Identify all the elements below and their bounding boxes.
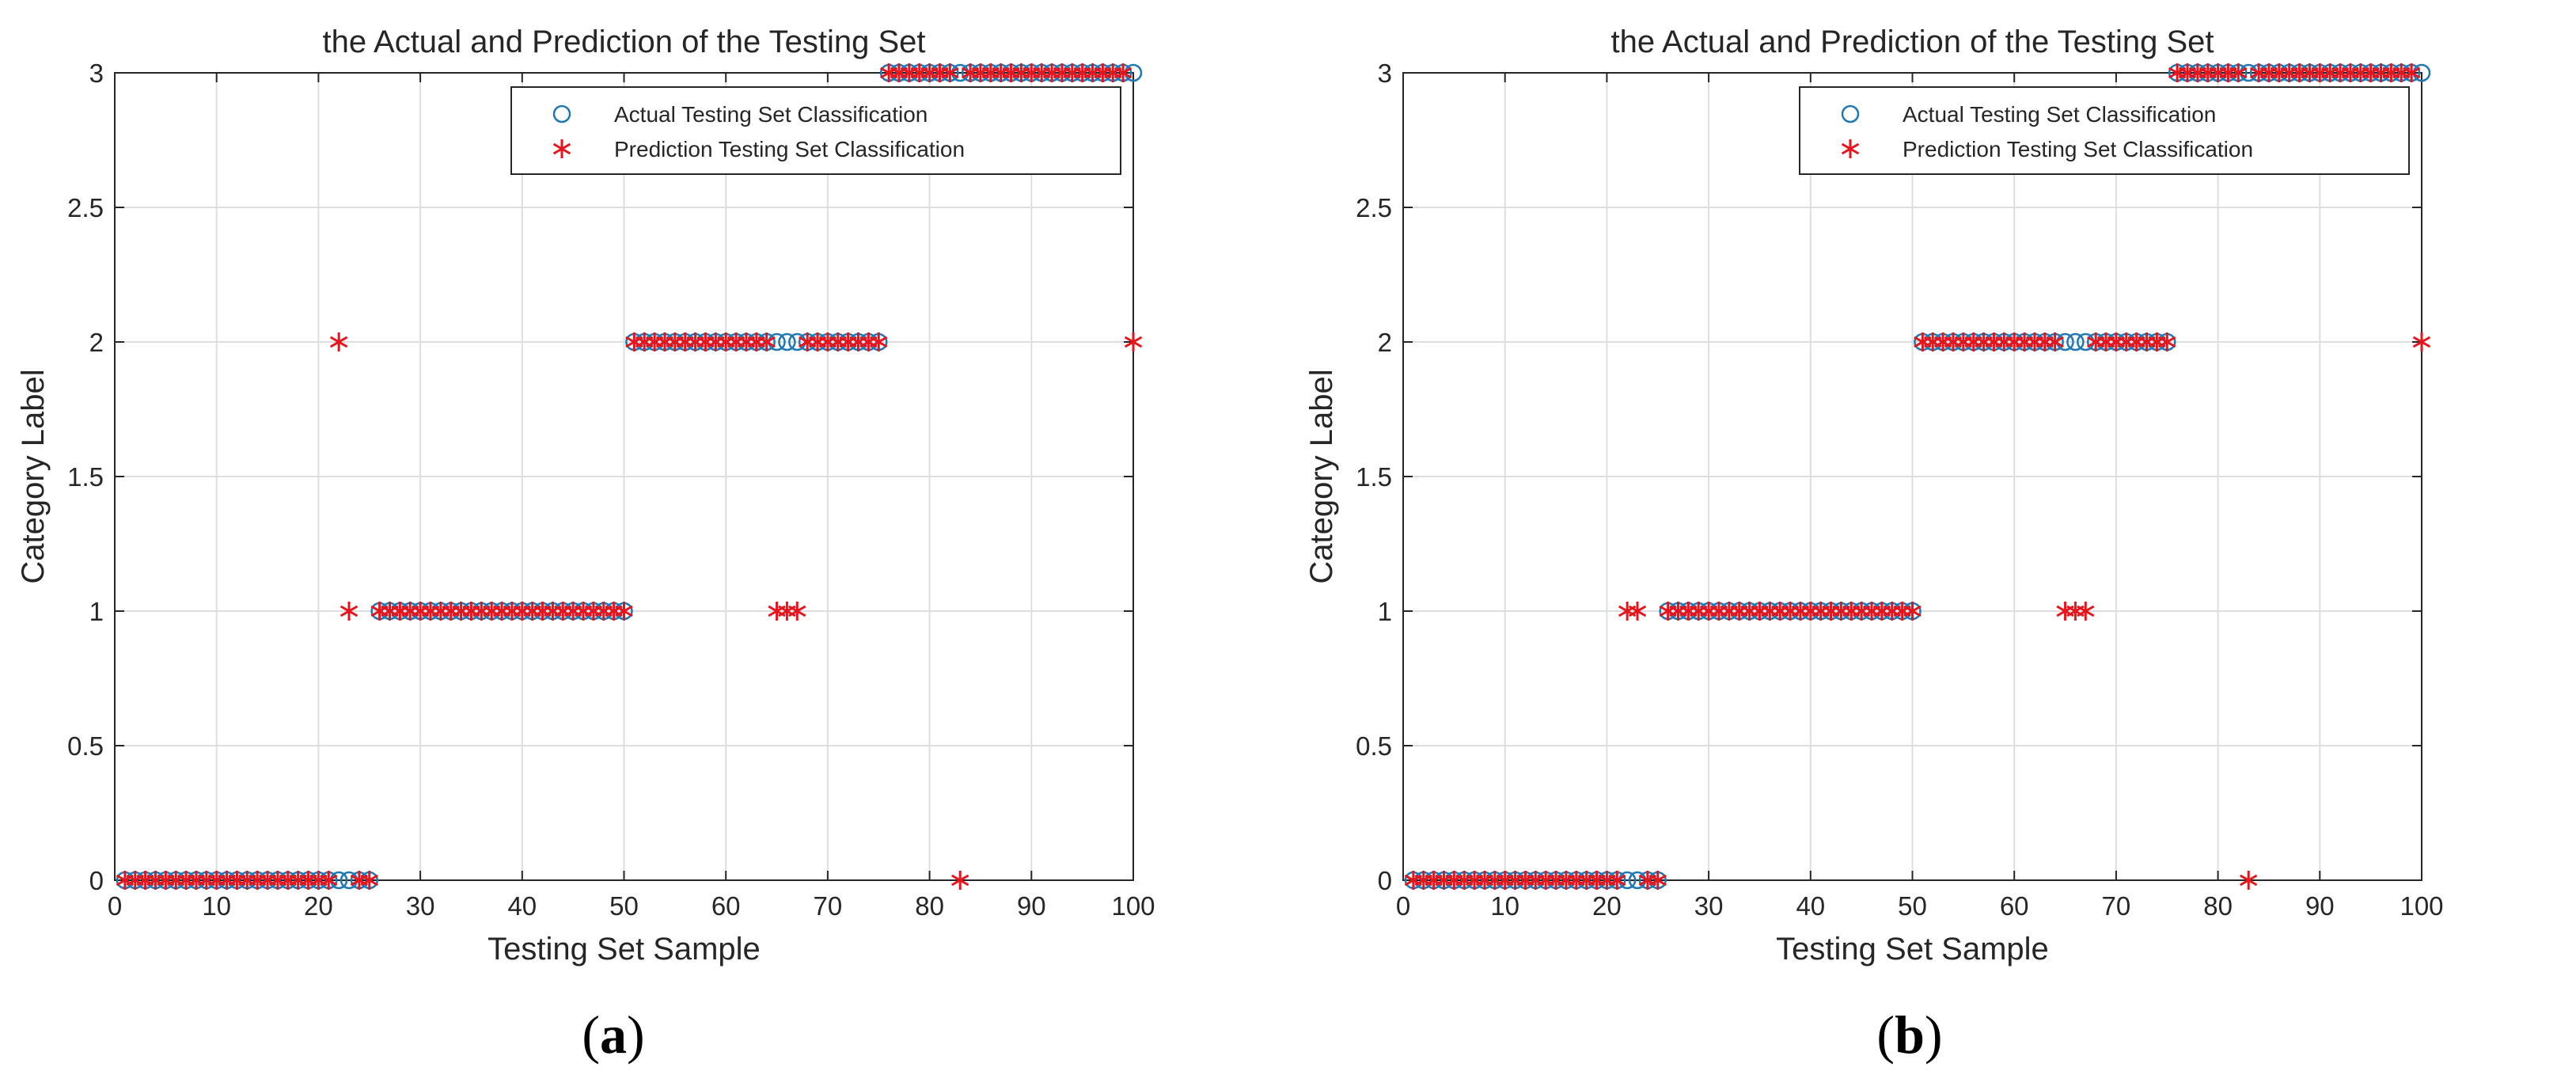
- prediction-point: [1903, 602, 1922, 621]
- x-tick-label: 100: [1111, 891, 1155, 921]
- prediction-point: [870, 332, 888, 351]
- prediction-point: [2412, 332, 2431, 351]
- y-tick-label: 0.5: [67, 731, 104, 761]
- prediction-point: [1648, 871, 1667, 890]
- panel-b-caption-letter: b: [1895, 1005, 1925, 1065]
- prediction-point: [615, 602, 633, 621]
- y-tick-label: 2.5: [1356, 193, 1392, 222]
- y-tick-label: 2: [1378, 328, 1392, 357]
- x-tick-label: 80: [2203, 891, 2233, 921]
- panel-b-caption: (b): [1876, 1005, 1943, 1065]
- prediction-point: [951, 871, 969, 890]
- x-tick-label: 10: [202, 891, 231, 921]
- chart-title: the Actual and Prediction of the Testing…: [323, 25, 926, 59]
- y-tick-label: 1: [1378, 597, 1392, 626]
- prediction-point: [320, 871, 338, 890]
- y-tick-label: 1: [89, 597, 104, 626]
- prediction-point: [2402, 63, 2421, 82]
- actual-point: [778, 332, 796, 351]
- y-tick-label: 0: [1378, 866, 1392, 895]
- prediction-point: [1841, 139, 1860, 158]
- x-tick-label: 50: [1898, 891, 1927, 921]
- x-axis-label: Testing Set Sample: [488, 932, 761, 967]
- y-tick-label: 0: [89, 866, 104, 895]
- prediction-point: [788, 602, 806, 621]
- prediction-point: [2240, 871, 2258, 890]
- x-tick-label: 60: [2000, 891, 2029, 921]
- x-tick-label: 70: [2102, 891, 2131, 921]
- x-tick-label: 0: [108, 891, 122, 921]
- y-tick-label: 0.5: [1356, 731, 1392, 761]
- legend-prediction-label: Prediction Testing Set Classification: [1903, 137, 2253, 161]
- y-axis-label: Category Label: [1304, 369, 1339, 583]
- legend-prediction-marker: [1841, 139, 1860, 158]
- prediction-point: [1628, 602, 1647, 621]
- actual-point: [2066, 332, 2085, 351]
- y-tick-label: 2: [89, 328, 104, 357]
- legend-actual-marker: [1841, 104, 1860, 123]
- x-tick-label: 20: [304, 891, 333, 921]
- prediction-point: [360, 871, 378, 890]
- chart-a: 0 10 20 30 40 50 60 70 80 90 100 0 0.5 1 1.5 2 2.5 3 the A…: [16, 25, 1155, 967]
- prediction-point: [329, 332, 348, 351]
- panel-a-caption: (a): [582, 1005, 645, 1065]
- prediction-point: [2077, 602, 2095, 621]
- chart-b: 0 10 20 30 40 50 60 70 80 90 100 0 0.5 1 1.5 2 2.5 3 the A…: [1304, 25, 2444, 967]
- x-tick-label: 30: [406, 891, 435, 921]
- panel-a-caption-letter: a: [600, 1005, 627, 1065]
- prediction-point: [2229, 63, 2248, 82]
- legend-prediction-label: Prediction Testing Set Classification: [614, 137, 965, 161]
- prediction-point: [552, 139, 571, 158]
- chart-title: the Actual and Prediction of the Testing…: [1611, 25, 2214, 59]
- x-axis-label: Testing Set Sample: [1776, 932, 2049, 967]
- legend-actual-label: Actual Testing Set Classification: [614, 102, 928, 127]
- x-tick-label: 20: [1592, 891, 1622, 921]
- prediction-point: [1113, 63, 1132, 82]
- x-tick-label: 100: [2400, 891, 2443, 921]
- x-tick-label: 90: [1017, 891, 1046, 921]
- prediction-point: [757, 332, 776, 351]
- legend: Actual Testing Set Classification Predict…: [1799, 86, 2410, 175]
- y-tick-label: 3: [89, 59, 104, 88]
- x-tick-label: 40: [1796, 891, 1825, 921]
- prediction-point: [2046, 332, 2064, 351]
- prediction-point: [340, 602, 359, 621]
- x-tick-label: 10: [1490, 891, 1519, 921]
- y-tick-label: 1.5: [67, 462, 104, 492]
- x-tick-label: 80: [915, 891, 944, 921]
- y-tick-label: 3: [1378, 59, 1392, 88]
- prediction-point: [941, 63, 959, 82]
- legend-prediction-marker: [552, 139, 571, 158]
- x-tick-label: 90: [2305, 891, 2335, 921]
- y-tick-label: 2.5: [67, 193, 104, 222]
- x-tick-label: 70: [814, 891, 843, 921]
- x-tick-label: 30: [1694, 891, 1724, 921]
- prediction-point: [1124, 332, 1143, 351]
- legend: Actual Testing Set Classification Predict…: [510, 86, 1121, 175]
- chart-panel-b: 0 10 20 30 40 50 60 70 80 90 100 0 0.5 1 1.5 2 2.5 3 the A…: [1288, 0, 2576, 1090]
- x-tick-label: 50: [609, 891, 639, 921]
- prediction-point: [1608, 871, 1626, 890]
- legend-actual-marker: [552, 104, 571, 123]
- legend-actual-label: Actual Testing Set Classification: [1903, 102, 2216, 127]
- legend-box: [510, 86, 1121, 175]
- x-tick-label: 40: [507, 891, 537, 921]
- y-tick-label: 1.5: [1356, 462, 1392, 492]
- legend-box: [1799, 86, 2410, 175]
- chart-panel-a: 0 10 20 30 40 50 60 70 80 90 100 0 0.5 1 1.5 2 2.5 3 the A…: [16, 25, 1155, 1065]
- prediction-point: [2158, 332, 2176, 351]
- x-tick-label: 60: [711, 891, 741, 921]
- y-axis-label: Category Label: [16, 369, 51, 583]
- x-tick-label: 0: [1396, 891, 1410, 921]
